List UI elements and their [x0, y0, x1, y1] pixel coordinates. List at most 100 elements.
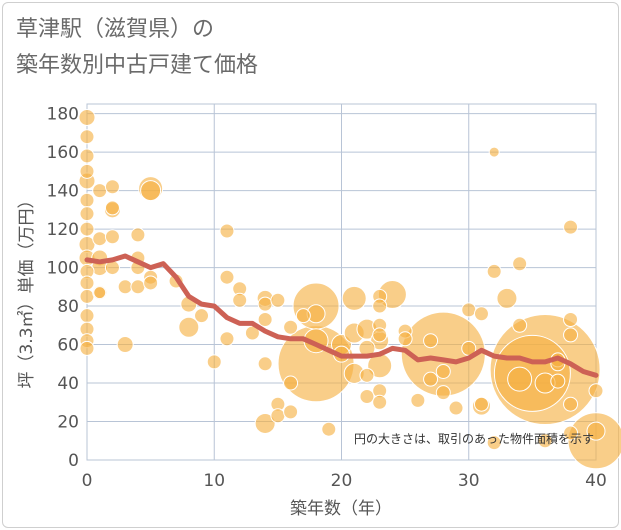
data-bubble: [423, 371, 439, 387]
data-bubble: [104, 200, 120, 216]
x-tick-label: 10: [203, 471, 225, 491]
data-bubble: [537, 433, 553, 449]
data-bubble: [410, 392, 426, 408]
data-bubble: [397, 331, 413, 347]
data-bubble: [283, 404, 299, 420]
x-tick-label: 40: [585, 471, 607, 491]
data-bubble: [79, 192, 95, 208]
data-bubble: [435, 363, 451, 379]
data-bubble: [79, 148, 95, 164]
data-bubble: [117, 279, 133, 295]
data-bubble: [496, 287, 518, 309]
data-bubble: [423, 333, 439, 349]
y-tick-label: 80: [57, 297, 79, 317]
y-tick-label: 160: [47, 143, 79, 163]
data-bubble: [257, 312, 273, 328]
data-bubble: [372, 327, 388, 343]
data-bubble: [586, 421, 606, 441]
data-bubble: [79, 288, 95, 304]
data-bubble: [341, 285, 367, 311]
data-bubble: [257, 356, 273, 372]
y-tick-label: 120: [47, 220, 79, 240]
data-bubble: [79, 129, 95, 145]
data-bubble: [140, 180, 162, 202]
data-bubble: [104, 229, 120, 245]
data-bubble: [563, 327, 579, 343]
y-tick-label: 0: [68, 451, 79, 471]
data-bubble: [130, 279, 146, 295]
data-bubble: [461, 302, 477, 318]
data-bubble: [78, 108, 96, 126]
data-bubble: [92, 231, 108, 247]
data-bubble: [143, 275, 159, 291]
data-bubble: [257, 296, 273, 312]
data-bubble: [79, 275, 95, 291]
data-bubble: [359, 388, 375, 404]
x-tick-label: 30: [458, 471, 480, 491]
data-bubble: [512, 256, 528, 272]
data-bubble: [79, 163, 95, 179]
data-bubble: [93, 286, 107, 300]
data-bubble: [493, 334, 571, 412]
data-bubble: [270, 292, 286, 308]
y-tick-label: 20: [57, 413, 79, 433]
data-bubble: [194, 308, 210, 324]
data-bubble: [232, 292, 248, 308]
data-bubble: [486, 263, 502, 279]
y-axis-label: 坪（3.3㎡）単価（万円）: [17, 191, 37, 388]
data-bubble: [321, 421, 337, 437]
data-bubble: [550, 373, 566, 389]
data-bubble: [507, 366, 533, 392]
data-bubble: [567, 412, 621, 470]
data-bubble: [178, 316, 200, 338]
axes: 0 20 40 60 80 100 120 140 160 180 0 10 20 30 40: [47, 105, 607, 491]
x-axis-label: 築年数（年）: [290, 499, 392, 519]
data-bubble: [563, 425, 579, 441]
data-bubble: [563, 396, 579, 412]
data-bubble: [116, 336, 134, 354]
data-bubble: [283, 375, 299, 391]
data-bubble: [512, 317, 528, 333]
data-bubble: [92, 183, 108, 199]
data-bubble: [206, 354, 222, 370]
y-tick-label: 40: [57, 374, 79, 394]
trend-line: [84, 253, 599, 378]
data-bubble: [254, 412, 276, 434]
chart-title: 草津駅（滋賀県）の 築年数別中古戸建て価格: [16, 12, 258, 84]
data-bubble: [79, 340, 95, 356]
data-bubble: [486, 435, 502, 451]
y-tick-label: 180: [47, 105, 79, 125]
data-bubble: [448, 400, 464, 416]
y-tick-label: 100: [47, 259, 79, 279]
data-bubble: [588, 383, 604, 399]
data-bubble: [359, 367, 375, 383]
data-bubble: [563, 312, 579, 328]
data-bubble: [372, 298, 388, 314]
data-bubble: [219, 269, 235, 285]
bubble-size-note: 円の大きさは、取引のあった物件面積を示す: [354, 431, 594, 446]
data-bubble: [488, 146, 500, 158]
x-tick-label: 20: [331, 471, 353, 491]
bubble-series: [78, 108, 621, 470]
trend-line-series: [84, 253, 599, 378]
data-bubble: [295, 308, 311, 324]
x-tick-label: 0: [82, 471, 93, 491]
chart-title-line2: 築年数別中古戸建て価格: [16, 53, 259, 78]
data-bubble: [473, 396, 489, 412]
data-bubble: [473, 306, 489, 322]
data-bubble: [79, 206, 95, 222]
y-tick-label: 140: [47, 182, 79, 202]
data-bubble: [104, 179, 120, 195]
data-bubble: [435, 385, 451, 401]
data-bubble: [563, 219, 579, 235]
data-bubble: [79, 308, 95, 324]
data-bubble: [79, 221, 95, 237]
data-bubble: [283, 319, 299, 335]
data-bubble: [372, 394, 388, 410]
data-bubble: [219, 223, 235, 239]
chart-title-line1: 草津駅（滋賀県）の: [16, 17, 215, 42]
data-bubble: [270, 408, 286, 424]
y-tick-label: 60: [57, 336, 79, 356]
data-bubble: [130, 227, 146, 243]
